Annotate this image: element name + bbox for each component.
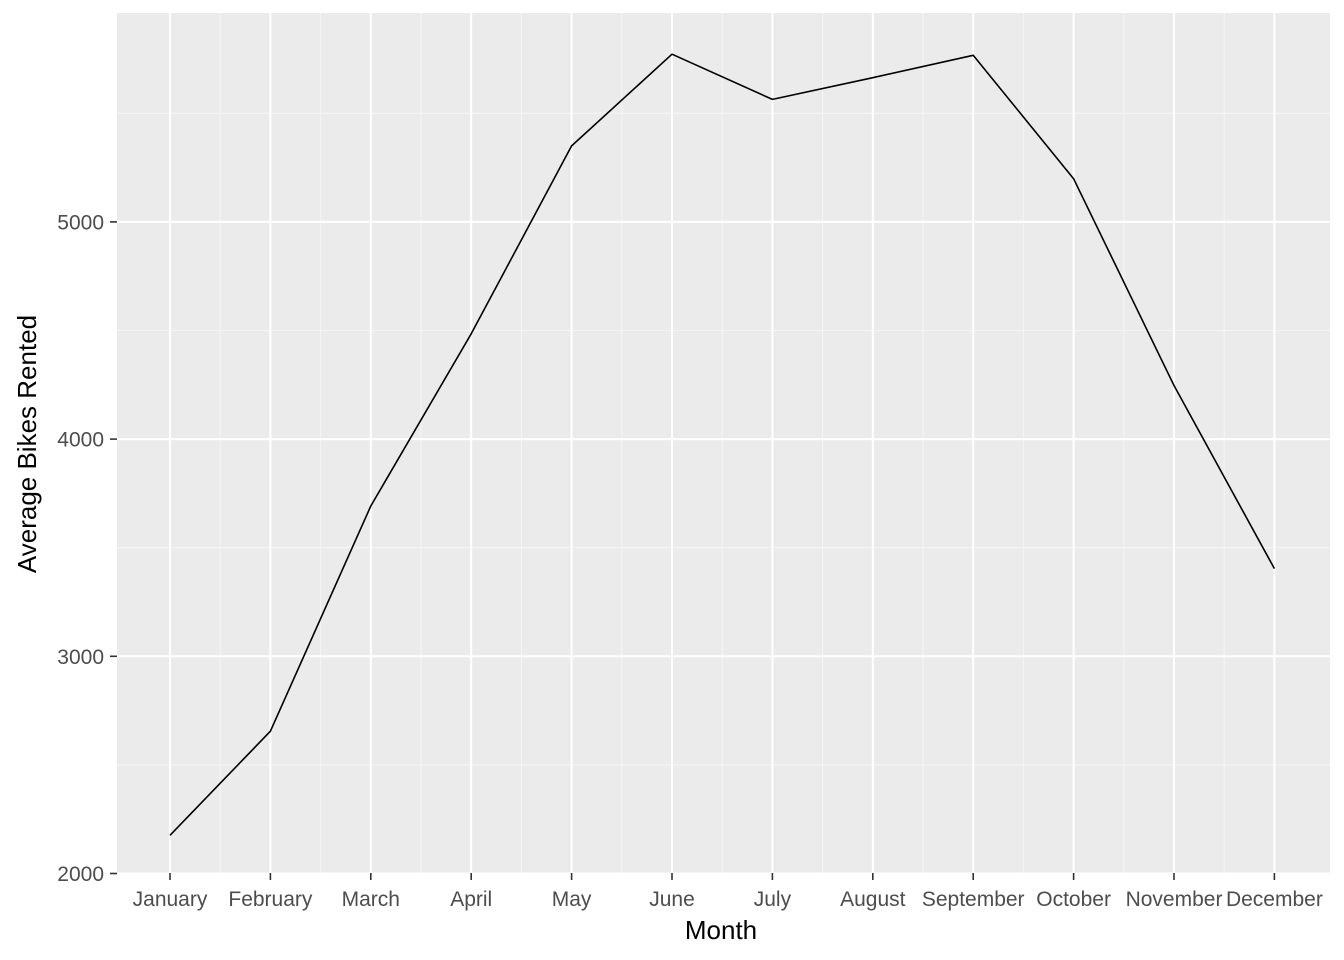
y-tick-label: 4000 [57,429,104,452]
y-tick-label: 5000 [57,211,104,234]
x-axis-title: Month [685,915,757,945]
y-tick-label: 2000 [57,863,104,886]
x-tick-label: March [342,888,400,911]
grid-minor [117,13,1330,873]
y-axis-title: Average Bikes Rented [12,315,42,573]
x-ticks: January February March April May June July Augu… [133,873,1323,911]
x-tick-label: August [840,888,906,911]
series-line [169,53,1276,836]
x-tick-label: September [922,888,1025,911]
x-tick-label: February [228,888,313,911]
x-tick-label: June [649,888,695,911]
x-tick-label: December [1226,888,1323,911]
y-ticks: 2000 3000 4000 5000 [57,211,117,886]
plot-panel [117,13,1330,873]
grid-major [117,13,1330,875]
y-tick-label: 3000 [57,646,104,669]
x-tick-label: July [754,888,792,911]
x-tick-label: April [450,888,492,911]
x-tick-label: May [552,888,592,911]
x-tick-label: November [1126,888,1223,911]
x-tick-label: October [1036,888,1111,911]
x-tick-label: January [133,888,208,911]
